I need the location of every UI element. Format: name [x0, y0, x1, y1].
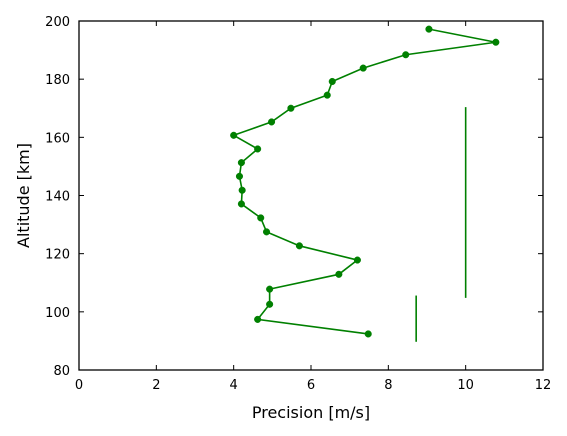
- y-tick-label-2: 120: [45, 248, 70, 263]
- data-point-14: [257, 214, 265, 222]
- y-tick-label-3: 140: [45, 190, 70, 205]
- y-tick-label-4: 160: [45, 131, 70, 146]
- data-point-13: [237, 200, 245, 208]
- plot-frame: [78, 20, 544, 371]
- x-axis-label: Precision [m/s]: [252, 403, 370, 422]
- x-tick-label-1: 2: [152, 378, 160, 393]
- data-point-1: [492, 38, 500, 46]
- y-tick-label-6: 200: [45, 15, 70, 30]
- data-point-5: [323, 91, 331, 99]
- data-point-19: [266, 285, 274, 293]
- data-point-11: [235, 172, 244, 180]
- x-tick-label-6: 12: [535, 378, 552, 393]
- data-point-16: [295, 242, 303, 250]
- data-point-7: [268, 118, 276, 126]
- x-tick-label-4: 8: [384, 378, 392, 393]
- data-point-15: [262, 228, 271, 236]
- data-point-6: [287, 104, 295, 112]
- data-layer: [230, 25, 500, 342]
- y-tick-label-1: 100: [45, 306, 70, 321]
- data-point-12: [238, 186, 246, 194]
- y-axis-label: Altitude [km]: [14, 143, 33, 248]
- data-point-20: [266, 300, 274, 308]
- ticks-layer: 0 2 4 6 8 10 12 80 100 120 140 160 180 200: [45, 15, 551, 393]
- data-point-10: [237, 159, 245, 167]
- data-point-8: [230, 131, 238, 139]
- data-point-3: [359, 64, 367, 72]
- x-tick-label-3: 6: [307, 378, 315, 393]
- data-point-21: [254, 315, 262, 323]
- x-tick-label-5: 10: [457, 378, 474, 393]
- y-tick-label-5: 180: [45, 73, 70, 88]
- y-tick-label-0: 80: [53, 364, 70, 379]
- data-point-9: [254, 145, 262, 153]
- data-point-22: [364, 330, 372, 338]
- x-tick-label-2: 4: [230, 378, 238, 393]
- data-point-17: [353, 256, 361, 264]
- x-tick-label-0: 0: [75, 378, 83, 393]
- data-point-18: [335, 270, 343, 278]
- data-point-0: [425, 25, 433, 33]
- data-point-2: [402, 51, 410, 59]
- data-point-4: [328, 77, 336, 86]
